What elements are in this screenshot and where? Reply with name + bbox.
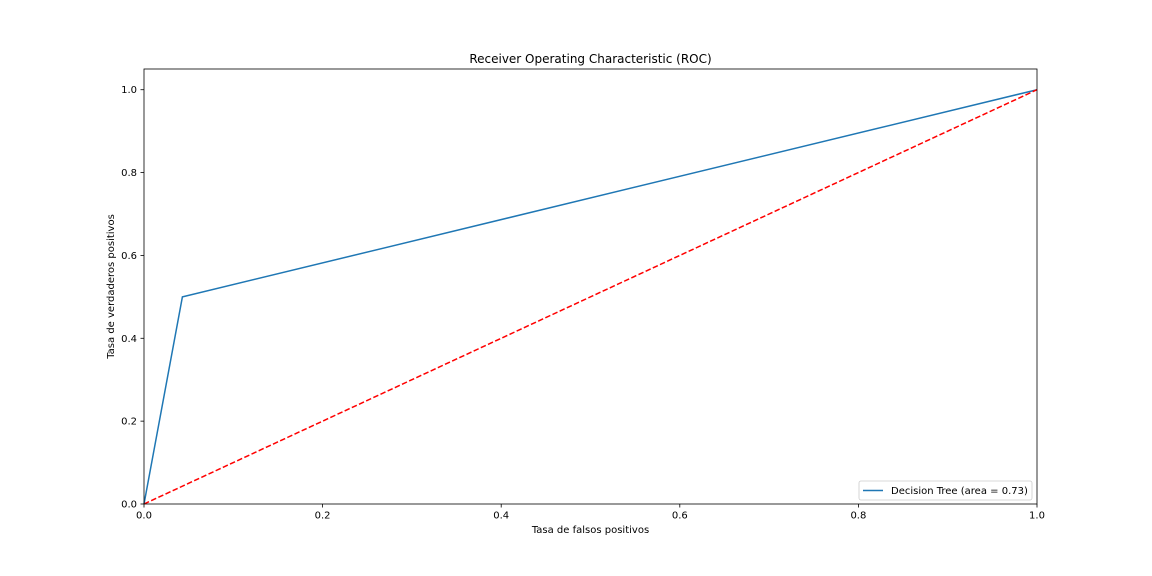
series-layer [143,88,1038,505]
x-axis-label: Tasa de falsos positivos [531,525,649,536]
y-axis-ticks: 0.0 0.2 0.4 0.6 0.8 1.0 [121,85,144,511]
y-tick-label: 0.6 [121,251,137,262]
x-tick-label: 1.0 [1029,511,1045,522]
x-tick-label: 0.6 [672,511,688,522]
y-axis-label: Tasa de verdaderos positivos [106,214,117,360]
y-tick-label: 1.0 [121,85,137,96]
x-tick-label: 0.4 [493,511,509,522]
x-tick-label: 0.0 [136,511,152,522]
plot-background [144,69,1037,504]
plot-frame [143,68,1038,505]
legend-label-decision-tree: Decision Tree (area = 0.73) [891,486,1028,497]
legend: Decision Tree (area = 0.73) [858,480,1033,501]
legend-box [858,480,1033,501]
series-line-chance-diagonal [143,89,1038,505]
y-tick-label: 0.2 [121,417,137,428]
y-tick-label: 0.4 [121,334,137,345]
plot-area [143,68,1038,505]
y-tick-label: 0.8 [121,168,137,179]
y-tick-label: 0.0 [121,500,137,511]
series-line-decision-tree [143,88,1038,505]
x-tick-label: 0.2 [315,511,331,522]
chart-title: Receiver Operating Characteristic (ROC) [469,52,711,66]
x-axis-ticks: 0.0 0.2 0.4 0.6 0.8 1.0 [136,504,1045,522]
x-tick-label: 0.8 [850,511,866,522]
